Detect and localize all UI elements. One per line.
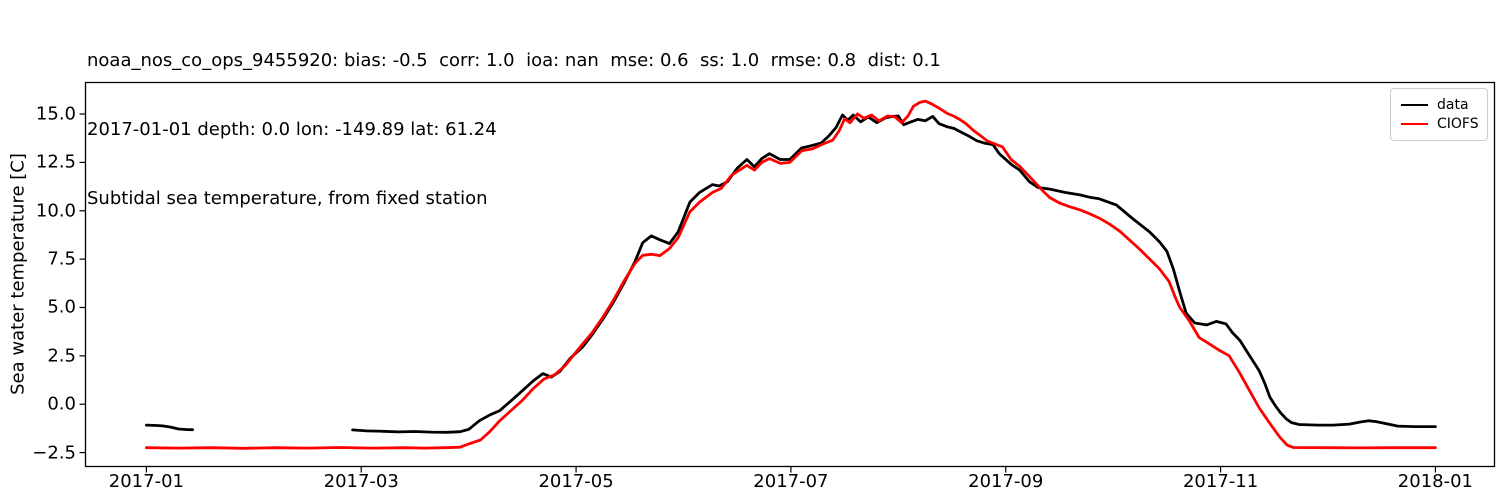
ciofs-series-line-sample [1401,123,1428,125]
y-tick-label: −2.5 [32,442,76,464]
plot-border [84,81,1496,468]
legend-item-data: data [1391,98,1487,112]
y-tick-label: 10.0 [35,200,76,222]
chart-title: noaa_nos_co_ops_9455920: bias: -0.5 corr… [87,3,941,256]
x-tick-label: 2017-09 [968,471,1044,492]
y-tick-label: 5.0 [47,296,76,318]
y-tick-label: 7.5 [47,248,76,270]
data-series-line-sample [1401,104,1428,106]
legend-label-ciofs: CIOFS [1437,116,1479,132]
legend-item-ciofs: CIOFS [1391,117,1487,131]
title-line-station-info: 2017-01-01 depth: 0.0 lon: -149.89 lat: … [87,119,497,140]
x-tick-label: 2017-11 [1182,471,1259,492]
x-tick-label: 2017-01 [108,471,184,492]
y-tick-label: 2.5 [47,345,76,367]
x-tick-label: 2017-07 [753,471,829,492]
y-tick-label: 12.5 [35,151,76,173]
title-line-description: Subtidal sea temperature, from fixed sta… [87,188,488,209]
series-line-data [351,113,1437,434]
series-line-data [144,423,195,432]
x-tick-label: 2017-03 [323,471,399,492]
y-tick-label: 15.0 [35,103,76,125]
y-tick-label: 0.0 [47,393,76,415]
x-tick-label: 2018-01 [1397,471,1474,492]
x-tick-label: 2017-05 [538,471,614,492]
legend-label-data: data [1437,97,1469,113]
legend: data CIOFS [1390,88,1488,141]
title-line-metrics: noaa_nos_co_ops_9455920: bias: -0.5 corr… [87,50,941,71]
series-line-CIOFS [144,99,1437,450]
